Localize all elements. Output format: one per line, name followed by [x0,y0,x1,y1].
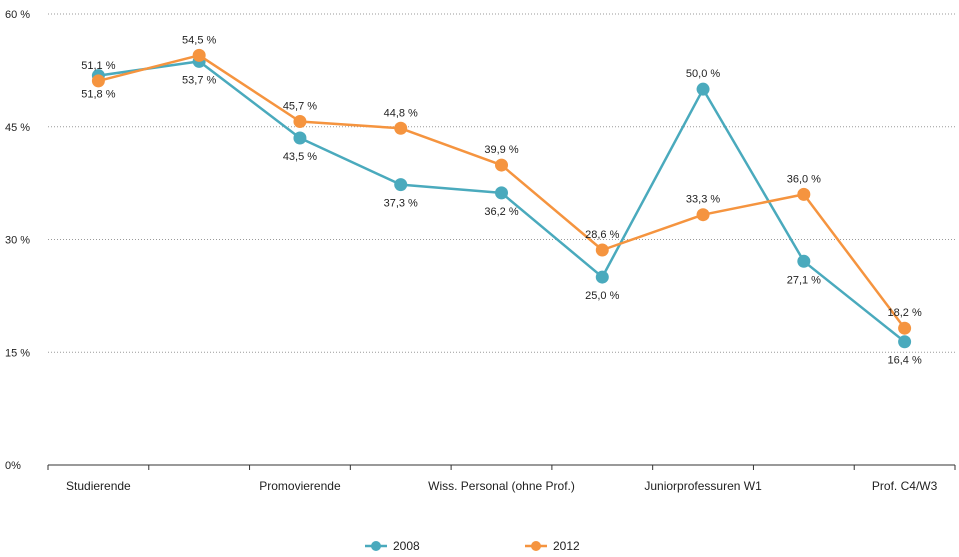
y-tick-label: 60 % [5,9,30,21]
data-point-2012 [495,158,508,172]
data-label-2008: 43,5 % [283,151,317,163]
data-label-2012: 36,0 % [787,173,821,185]
y-tick-label: 45 % [5,122,30,134]
data-point-2012 [797,187,811,201]
data-labels: 51,8 % 53,7 % 43,5 % 37,3 % 36,2 % 25,0 % 50,0… [81,34,922,366]
y-tick-label: 30 % [5,235,30,247]
x-tick-label: Promovierende [259,479,341,493]
data-label-2008: 27,1 % [787,274,821,286]
data-point-2012 [595,243,609,257]
data-point-2012 [91,74,105,88]
data-point-2008 [797,254,811,268]
data-point-2012 [898,321,912,335]
gridlines [48,13,955,353]
data-point-2008 [898,335,912,349]
data-label-2008: 25,0 % [585,290,619,302]
axes: 0% 15 % 30 % 45 % 60 % Studierende Promovieren… [5,9,956,493]
data-label-2008: 37,3 % [384,198,418,210]
data-point-2008 [293,131,307,145]
data-label-2012: 54,5 % [182,34,216,46]
data-label-2012: 44,8 % [384,107,418,119]
data-label-2012: 39,9 % [484,144,518,156]
x-tick-label: Studierende [66,479,131,493]
data-point-2008 [394,178,408,192]
data-label-2012: 28,6 % [585,229,619,241]
data-label-2008: 16,4 % [887,355,921,367]
y-tick-label: 15 % [5,347,30,359]
data-point-2008 [495,186,508,200]
data-label-2008: 53,7 % [182,74,216,86]
data-label-2008: 51,8 % [81,89,115,101]
data-label-2012: 18,2 % [887,307,921,319]
data-point-2012 [293,114,307,128]
legend-label: 2008 [393,539,420,552]
data-label-2012: 51,1 % [81,60,115,72]
series-line-2008 [98,60,906,343]
x-tick-label: Prof. C4/W3 [872,479,938,493]
x-tick-label: Wiss. Personal (ohne Prof.) [428,479,575,493]
legend-label: 2012 [553,539,580,552]
legend: 2008 2012 [365,539,580,553]
data-point-2012 [192,48,206,62]
data-point-2008 [696,82,710,96]
data-label-2012: 33,3 % [686,194,720,206]
data-label-2012: 45,7 % [283,100,317,112]
x-tick-label: Juniorprofessuren W1 [644,479,762,493]
data-point-2008 [595,270,609,284]
legend-swatch-marker [371,541,381,551]
legend-swatch-marker [531,541,541,551]
series-lines [91,48,912,349]
data-point-2012 [394,121,408,135]
data-point-2012 [696,208,710,222]
y-tick-label: 0% [5,460,21,472]
data-label-2008: 50,0 % [686,68,720,80]
data-label-2008: 36,2 % [484,206,518,218]
